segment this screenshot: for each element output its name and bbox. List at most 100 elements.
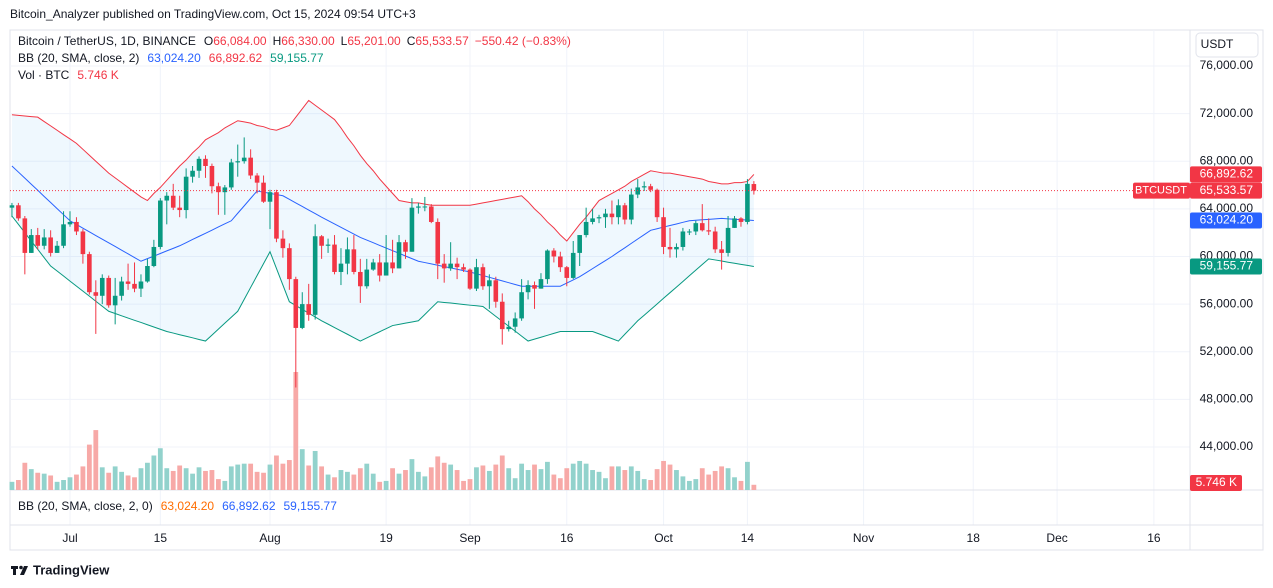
candle-body — [506, 326, 512, 330]
candle-body — [674, 246, 679, 250]
candle-body — [616, 205, 621, 218]
candle-body — [106, 277, 112, 306]
candle-body — [474, 267, 479, 289]
candle-body — [325, 244, 331, 246]
x-tick-label: Sep — [459, 531, 481, 545]
volume-bar — [519, 463, 525, 490]
volume-bar — [641, 479, 647, 490]
candle-body — [241, 157, 247, 162]
indicator-value: 63,024.20 — [147, 51, 201, 65]
candle-body — [603, 213, 608, 218]
candle-body — [558, 256, 563, 268]
candle-body — [422, 206, 428, 208]
ohlc-key: O — [204, 34, 213, 48]
y-tick-label: 56,000.00 — [1200, 296, 1254, 310]
band-label-box — [1190, 166, 1262, 183]
candle-body — [738, 218, 744, 222]
volume-bar — [532, 464, 537, 490]
volume-bar — [564, 468, 570, 490]
candle-body — [667, 246, 673, 250]
volume-bar — [145, 462, 150, 490]
candle-body — [170, 195, 176, 208]
y-tick-label: 68,000.00 — [1200, 153, 1254, 167]
volume-bar — [119, 471, 125, 490]
volume-bar — [222, 480, 228, 490]
candle-body — [306, 304, 312, 315]
volume-bar — [577, 460, 583, 490]
candle-body — [119, 281, 124, 296]
candle-body — [687, 231, 692, 233]
candle-body — [280, 238, 286, 249]
band-label: 63,024.20 — [1200, 213, 1254, 227]
volume-bar — [28, 469, 34, 490]
x-tick-label: Dec — [1046, 531, 1067, 545]
volume-bar — [422, 476, 428, 490]
candle-body — [54, 245, 60, 253]
candle-body — [435, 221, 441, 264]
volume-bar — [377, 481, 383, 490]
volume-bar — [183, 468, 189, 490]
candle-body — [319, 236, 324, 246]
candle-body — [699, 223, 705, 231]
volume-bar — [609, 466, 615, 490]
volume-bar — [286, 460, 292, 490]
candle-body — [622, 205, 628, 220]
band-label-box — [1190, 212, 1262, 229]
volume-bar — [48, 475, 54, 490]
candle-body — [512, 318, 518, 327]
legend-main: Bitcoin / TetherUS, 1D, BINANCE O66,084.0… — [18, 34, 571, 48]
candle-body — [74, 221, 79, 232]
volume-bar — [9, 481, 15, 490]
volume-bar — [15, 480, 21, 490]
volume-bar — [93, 430, 99, 490]
symbol-box — [1133, 182, 1190, 199]
candle-body — [583, 221, 589, 236]
candle-body — [370, 262, 376, 270]
ohlc-key: H — [273, 34, 282, 48]
candle-body — [732, 218, 737, 228]
candle-body — [538, 279, 544, 289]
y-tick-label: 64,000.00 — [1200, 201, 1254, 215]
volume-bar — [67, 477, 73, 490]
last-price-label-box — [1190, 182, 1262, 199]
volume-bar — [583, 463, 589, 490]
candle-body — [338, 263, 344, 272]
candle-body — [16, 205, 21, 219]
candle-body — [641, 186, 647, 188]
candle-body — [125, 281, 131, 284]
volume-bar — [628, 466, 634, 490]
volume-bar — [312, 450, 318, 490]
legend-volume: Vol · BTC 5.746 K — [18, 68, 119, 82]
volume-bar — [80, 466, 86, 490]
volume-bar — [209, 470, 215, 490]
ohlc-value: 66,084.00 — [213, 34, 267, 48]
volume-bar — [74, 474, 79, 490]
volume-bar — [274, 455, 279, 490]
volume-bar — [712, 470, 718, 490]
volume-bar — [706, 474, 712, 490]
volume-bar — [719, 466, 725, 490]
lower-indicator-value: 63,024.20 — [161, 499, 215, 513]
candle-body — [196, 158, 202, 171]
volume-bar — [325, 474, 331, 490]
volume-bar — [383, 480, 389, 490]
volume-bar — [435, 456, 441, 490]
volume-bar — [22, 462, 28, 490]
volume-bar — [364, 463, 370, 490]
candle-body — [216, 186, 221, 193]
volume-bar — [615, 466, 621, 490]
candle-body — [248, 157, 253, 176]
candle-body — [177, 207, 182, 211]
y-tick-label: 76,000.00 — [1200, 58, 1254, 72]
volume-bar — [686, 480, 692, 490]
volume-bar — [164, 468, 170, 490]
volume-bar — [280, 463, 286, 490]
volume-bar — [474, 467, 479, 490]
x-tick-label: Oct — [654, 531, 673, 545]
y-tick-label: 52,000.00 — [1200, 344, 1254, 358]
volume-bar — [261, 472, 266, 490]
volume-bar — [151, 455, 157, 490]
volume-bar — [499, 455, 505, 490]
candle-body — [35, 235, 41, 246]
volume-bar — [132, 477, 137, 490]
